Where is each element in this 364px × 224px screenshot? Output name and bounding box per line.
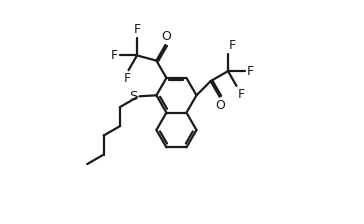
Text: O: O <box>215 99 225 112</box>
Text: S: S <box>129 90 138 103</box>
Text: F: F <box>247 65 254 78</box>
Text: F: F <box>124 72 131 85</box>
Text: O: O <box>162 30 171 43</box>
Text: F: F <box>134 23 141 36</box>
Text: F: F <box>111 49 118 62</box>
Text: F: F <box>229 39 236 52</box>
Text: F: F <box>238 88 245 101</box>
